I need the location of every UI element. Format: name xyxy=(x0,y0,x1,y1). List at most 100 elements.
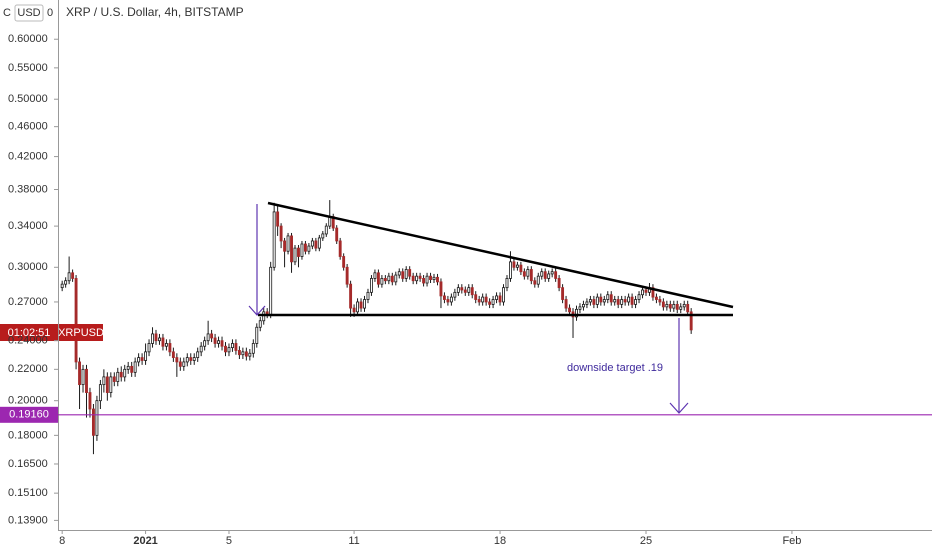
candle-body xyxy=(234,343,238,351)
candle-body xyxy=(686,303,690,313)
candle-body xyxy=(637,294,641,300)
candle-body xyxy=(463,289,467,293)
candle-body xyxy=(74,278,78,363)
candle-body xyxy=(394,274,398,283)
candle-body xyxy=(613,299,617,303)
candle-body xyxy=(126,365,130,370)
candle-body xyxy=(540,271,544,277)
candle-body xyxy=(227,347,231,353)
candle-body xyxy=(623,299,627,303)
candle-body xyxy=(488,301,492,305)
candle-body xyxy=(67,272,71,282)
candle-body xyxy=(446,299,450,303)
candle-body xyxy=(258,320,262,328)
candle-body xyxy=(349,283,353,309)
candle-body xyxy=(585,301,589,305)
candle-body xyxy=(675,303,679,310)
candle-body xyxy=(213,337,217,344)
candle-body xyxy=(217,340,220,344)
candle-body xyxy=(442,295,446,300)
candle-body xyxy=(171,351,175,358)
candle-body xyxy=(168,343,172,353)
candle-body xyxy=(137,357,141,363)
candle-body xyxy=(651,287,655,298)
candle-body xyxy=(620,299,624,305)
candle-body xyxy=(509,261,512,279)
candle-body xyxy=(345,266,349,285)
candle-body xyxy=(526,269,530,277)
candle-body xyxy=(244,351,248,357)
candle-body xyxy=(432,276,436,280)
currency-box[interactable] xyxy=(14,4,44,22)
candle-body xyxy=(397,271,401,276)
candle-body xyxy=(453,291,457,298)
candle-body xyxy=(467,287,471,293)
candle-body xyxy=(286,235,290,252)
candle-body xyxy=(668,303,672,309)
candle-body xyxy=(105,376,109,393)
target-label-box xyxy=(0,406,58,423)
candle-body xyxy=(411,275,415,282)
x-tick-label: 2021 xyxy=(133,535,157,547)
candle-body xyxy=(536,275,540,285)
candle-body xyxy=(151,333,154,344)
x-tick-label: 25 xyxy=(640,535,652,547)
header-fragment: C xyxy=(3,7,11,19)
candle-body xyxy=(547,273,551,279)
candle-body xyxy=(491,299,495,305)
candle-body xyxy=(300,243,304,257)
candle-body xyxy=(307,245,311,252)
candle-body xyxy=(380,278,384,285)
candle-body xyxy=(119,371,123,378)
y-tick-label: 0.20000 xyxy=(8,395,48,407)
candle-body xyxy=(185,357,189,363)
candle-body xyxy=(85,368,88,393)
candle-body xyxy=(272,211,276,268)
candle-body xyxy=(495,295,499,300)
candle-body xyxy=(154,333,158,342)
candle-body xyxy=(665,303,669,308)
candle-body xyxy=(210,333,214,339)
y-tick-label: 0.24000 xyxy=(8,335,48,347)
candle-body xyxy=(498,295,502,303)
candle-body xyxy=(189,357,193,361)
y-tick-label: 0.27000 xyxy=(8,296,48,308)
candle-body xyxy=(460,287,464,291)
candle-body xyxy=(470,287,474,296)
candle-body xyxy=(335,227,339,242)
y-tick-label: 0.16500 xyxy=(8,458,48,470)
candle-body xyxy=(658,299,662,303)
candle-body xyxy=(515,264,519,268)
x-tick-label: 18 xyxy=(494,535,506,547)
target-label: 0.19160 xyxy=(9,409,49,421)
y-tick-label: 0.34000 xyxy=(8,220,48,232)
candle-body xyxy=(356,301,360,313)
candle-body xyxy=(415,275,419,282)
candle-body xyxy=(161,337,165,347)
candle-body xyxy=(529,269,533,282)
candle-body xyxy=(474,294,478,300)
header-fragment: 0 xyxy=(47,7,53,19)
candle-body xyxy=(588,299,592,303)
candle-body xyxy=(616,299,620,305)
upper-trendline xyxy=(267,201,734,309)
candle-body xyxy=(366,291,370,300)
candle-body xyxy=(373,272,377,279)
candle-body xyxy=(425,275,429,284)
candle-body xyxy=(279,225,283,242)
candle-body xyxy=(297,247,300,257)
candle-body xyxy=(182,361,186,367)
candle-body xyxy=(449,296,453,303)
candle-body xyxy=(456,287,460,293)
symbol-label: XRPUSD xyxy=(58,327,104,339)
candle-body xyxy=(522,271,526,277)
candle-body xyxy=(689,311,693,331)
candle-body xyxy=(196,351,200,358)
candle-body xyxy=(248,352,252,357)
currency[interactable]: USD xyxy=(17,7,40,19)
candle-body xyxy=(561,287,565,300)
y-tick-label: 0.13900 xyxy=(8,514,48,526)
candle-body xyxy=(578,306,582,310)
candle-body xyxy=(293,247,297,263)
